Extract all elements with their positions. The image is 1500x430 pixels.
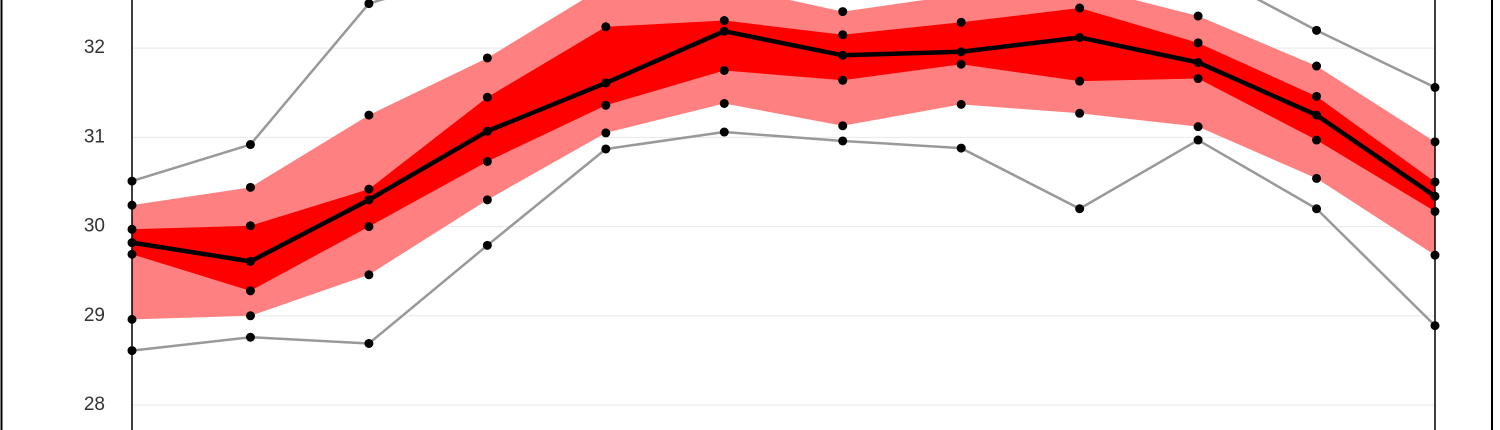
marker	[601, 100, 611, 110]
marker	[1430, 250, 1440, 260]
marker	[838, 121, 848, 131]
marker	[719, 16, 729, 26]
y-tick-label: 31	[84, 126, 105, 147]
marker	[956, 99, 966, 109]
marker	[838, 7, 848, 17]
marker	[1075, 32, 1085, 42]
marker	[956, 59, 966, 69]
marker	[1430, 82, 1440, 92]
marker	[1430, 321, 1440, 331]
marker	[127, 346, 137, 356]
series-line	[131, 0, 1436, 183]
y-tick-label: 28	[84, 394, 105, 415]
marker	[1312, 25, 1322, 35]
marker	[719, 98, 729, 108]
marker	[245, 311, 255, 321]
marker	[245, 256, 255, 266]
marker	[245, 332, 255, 342]
marker	[245, 286, 255, 296]
marker	[127, 200, 137, 210]
marker	[1430, 191, 1440, 201]
marker	[1075, 3, 1085, 13]
marker	[1193, 135, 1203, 145]
marker	[1193, 74, 1203, 84]
marker	[482, 53, 492, 63]
marker	[482, 240, 492, 250]
marker	[1075, 204, 1085, 214]
y-tick-label: 32	[84, 37, 105, 58]
marker	[1312, 173, 1322, 183]
marker	[1193, 38, 1203, 48]
marker	[1193, 11, 1203, 21]
marker	[956, 143, 966, 153]
marker	[364, 195, 374, 205]
marker	[127, 249, 137, 259]
marker	[364, 0, 374, 9]
marker	[245, 182, 255, 192]
marker	[245, 221, 255, 231]
marker	[838, 75, 848, 85]
marker	[127, 224, 137, 234]
plot-area	[131, 0, 1437, 352]
marker	[1312, 110, 1322, 120]
marker	[364, 184, 374, 194]
marker	[1193, 122, 1203, 132]
marker	[364, 110, 374, 120]
marker	[601, 128, 611, 138]
marker	[601, 22, 611, 32]
marker	[1430, 177, 1440, 187]
marker	[1312, 61, 1322, 71]
marker	[601, 144, 611, 154]
series-line	[131, 28, 1437, 264]
marker	[1430, 137, 1440, 147]
marker	[1312, 135, 1322, 145]
band	[132, 8, 1435, 291]
marker	[127, 176, 137, 186]
marker	[838, 136, 848, 146]
marker	[482, 126, 492, 136]
markers	[127, 0, 1440, 356]
marker	[838, 50, 848, 60]
marker	[482, 156, 492, 166]
y-tick-label: 30	[84, 216, 105, 237]
marker	[482, 92, 492, 102]
marker	[719, 127, 729, 137]
marker	[1193, 57, 1203, 67]
marker	[956, 47, 966, 57]
marker	[838, 30, 848, 40]
marker	[127, 314, 137, 324]
marker	[364, 338, 374, 348]
marker	[1430, 206, 1440, 216]
marker	[127, 238, 137, 248]
y-tick-label: 29	[84, 305, 105, 326]
marker	[1312, 204, 1322, 214]
marker	[1075, 108, 1085, 118]
marker	[956, 17, 966, 27]
marker	[1312, 91, 1322, 101]
marker	[482, 195, 492, 205]
marker	[601, 78, 611, 88]
marker	[364, 270, 374, 280]
marker	[364, 222, 374, 232]
marker	[719, 26, 729, 36]
series-line	[131, 130, 1436, 352]
marker	[719, 65, 729, 75]
marker	[245, 140, 255, 150]
marker	[1075, 76, 1085, 86]
